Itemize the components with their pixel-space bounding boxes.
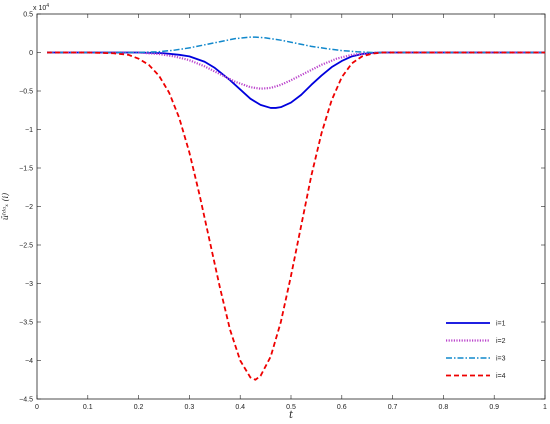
x-tick-label: 0.5: [286, 404, 296, 411]
legend-label-3: i=3: [496, 356, 506, 363]
x-tick-label: 0.3: [185, 404, 195, 411]
y-tick-label: −1.5: [19, 166, 33, 173]
y-tick-label: −2.5: [19, 243, 33, 250]
x-tick-label: 0.8: [439, 404, 449, 411]
x-tick-label: 1: [543, 404, 547, 411]
y-tick-label: 0: [29, 50, 33, 57]
plot-frame: [36, 13, 546, 400]
legend-label-1: i=1: [496, 321, 506, 328]
y-tick-label: −2: [25, 204, 33, 211]
x-tick-label: 0.4: [235, 404, 245, 411]
y-tick-label: −1: [25, 127, 33, 134]
x-tick-label: 0.9: [489, 404, 499, 411]
x-tick-label: 0.7: [388, 404, 398, 411]
x-tick-label: 0.6: [337, 404, 347, 411]
x-tick-label: 0.1: [83, 404, 93, 411]
series-line-1: [47, 51, 545, 109]
x-tick-label: 0: [35, 404, 39, 411]
y-tick-label: −3: [25, 281, 33, 288]
y-axis-label: ūᴵᵈᵃₓ (i): [1, 193, 10, 221]
x-tick-label: 0.2: [134, 404, 144, 411]
y-tick-label: 0.5: [23, 12, 33, 19]
y-tick-label: −4: [25, 358, 33, 365]
y-multiplier-exponent: 4: [46, 3, 49, 9]
y-tick-label: −4.5: [19, 397, 33, 404]
y-tick-label: −3.5: [19, 320, 33, 327]
legend-label-2: i=2: [496, 338, 506, 345]
legend-label-4: i=4: [496, 373, 506, 380]
x-axis-label: t: [289, 410, 294, 421]
series-line-2: [47, 51, 545, 90]
y-multiplier-label: x 104: [33, 3, 49, 12]
series-line-3: [47, 36, 545, 54]
series-line-4: [47, 51, 545, 381]
y-tick-label: −0.5: [19, 89, 33, 96]
